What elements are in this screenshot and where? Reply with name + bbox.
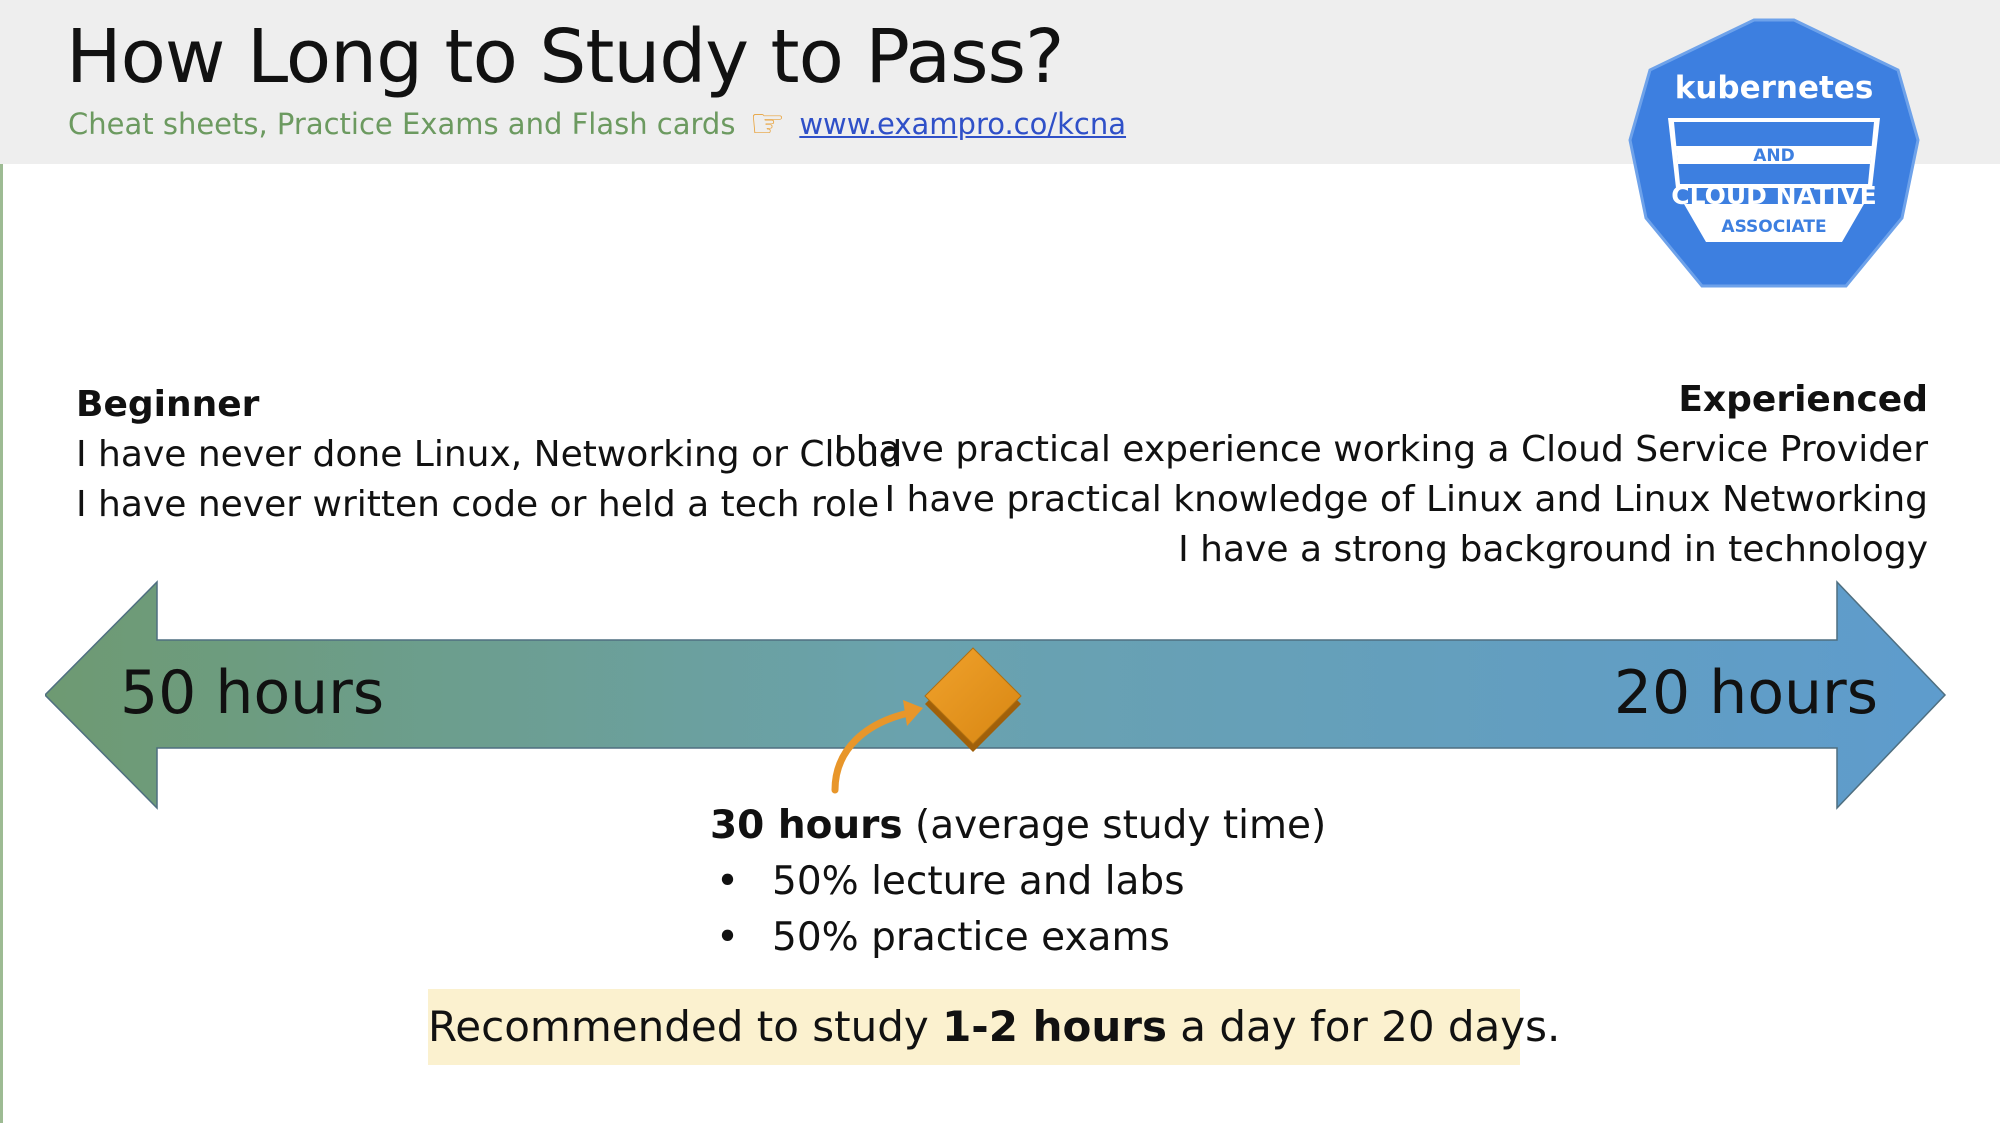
list-item: • 50% practice exams [710, 910, 1326, 966]
badge-associate: ASSOCIATE [1721, 217, 1826, 237]
pointing-hand-icon: ☞ [749, 101, 786, 147]
subtitle-text: Cheat sheets, Practice Exams and Flash c… [68, 107, 736, 141]
bullet-icon: • [716, 915, 740, 960]
average-diamond-marker [924, 647, 1022, 752]
exampro-link[interactable]: www.exampro.co/kcna [799, 107, 1127, 141]
experienced-line: I have a strong background in technology [1178, 529, 1928, 570]
hours-experienced: 20 hours [1613, 658, 1878, 728]
study-time-arrow [45, 580, 1947, 810]
beginner-heading: Beginner [76, 384, 260, 425]
curved-arrow-icon [831, 708, 917, 794]
recommendation-banner: Recommended to study 1-2 hours a day for… [428, 989, 1560, 1065]
average-note: (average study time) [915, 803, 1327, 848]
badge-cloud-native: CLOUD NATIVE [1671, 181, 1877, 210]
experienced-line: I have practical experience working a Cl… [833, 429, 1928, 470]
average-study-block: 30 hours (average study time) • 50% lect… [710, 798, 1326, 966]
badge-and: AND [1753, 146, 1795, 166]
average-heading: 30 hours (average study time) [710, 798, 1326, 854]
badge-kubernetes: kubernetes [1675, 70, 1874, 106]
subtitle: Cheat sheets, Practice Exams and Flash c… [68, 104, 1126, 144]
recommendation-suffix: a day for 20 days. [1166, 1002, 1561, 1051]
experienced-block: Experienced I have practical experience … [834, 375, 1928, 575]
experienced-heading: Experienced [1678, 379, 1928, 420]
bullet-text: 50% lecture and labs [772, 859, 1185, 904]
page-title: How Long to Study to Pass? [66, 14, 1064, 100]
beginner-line: I have never written code or held a tech… [76, 484, 880, 525]
recommendation-prefix: Recommended to study [428, 1002, 943, 1051]
bullet-text: 50% practice exams [772, 915, 1170, 960]
bullet-icon: • [716, 859, 740, 904]
hours-beginner: 50 hours [120, 658, 385, 728]
recommendation-emphasis: 1-2 hours [942, 1002, 1167, 1051]
beginner-line: I have never done Linux, Networking or C… [76, 434, 903, 475]
slide-edge-accent [0, 164, 3, 1123]
beginner-block: Beginner I have never done Linux, Networ… [76, 380, 902, 530]
experienced-line: I have practical knowledge of Linux and … [884, 479, 1928, 520]
average-hours: 30 hours [710, 803, 903, 848]
kcna-certification-badge: kubernetes AND CLOUD NATIVE ASSOCIATE [1628, 18, 1920, 288]
list-item: • 50% lecture and labs [710, 854, 1326, 910]
